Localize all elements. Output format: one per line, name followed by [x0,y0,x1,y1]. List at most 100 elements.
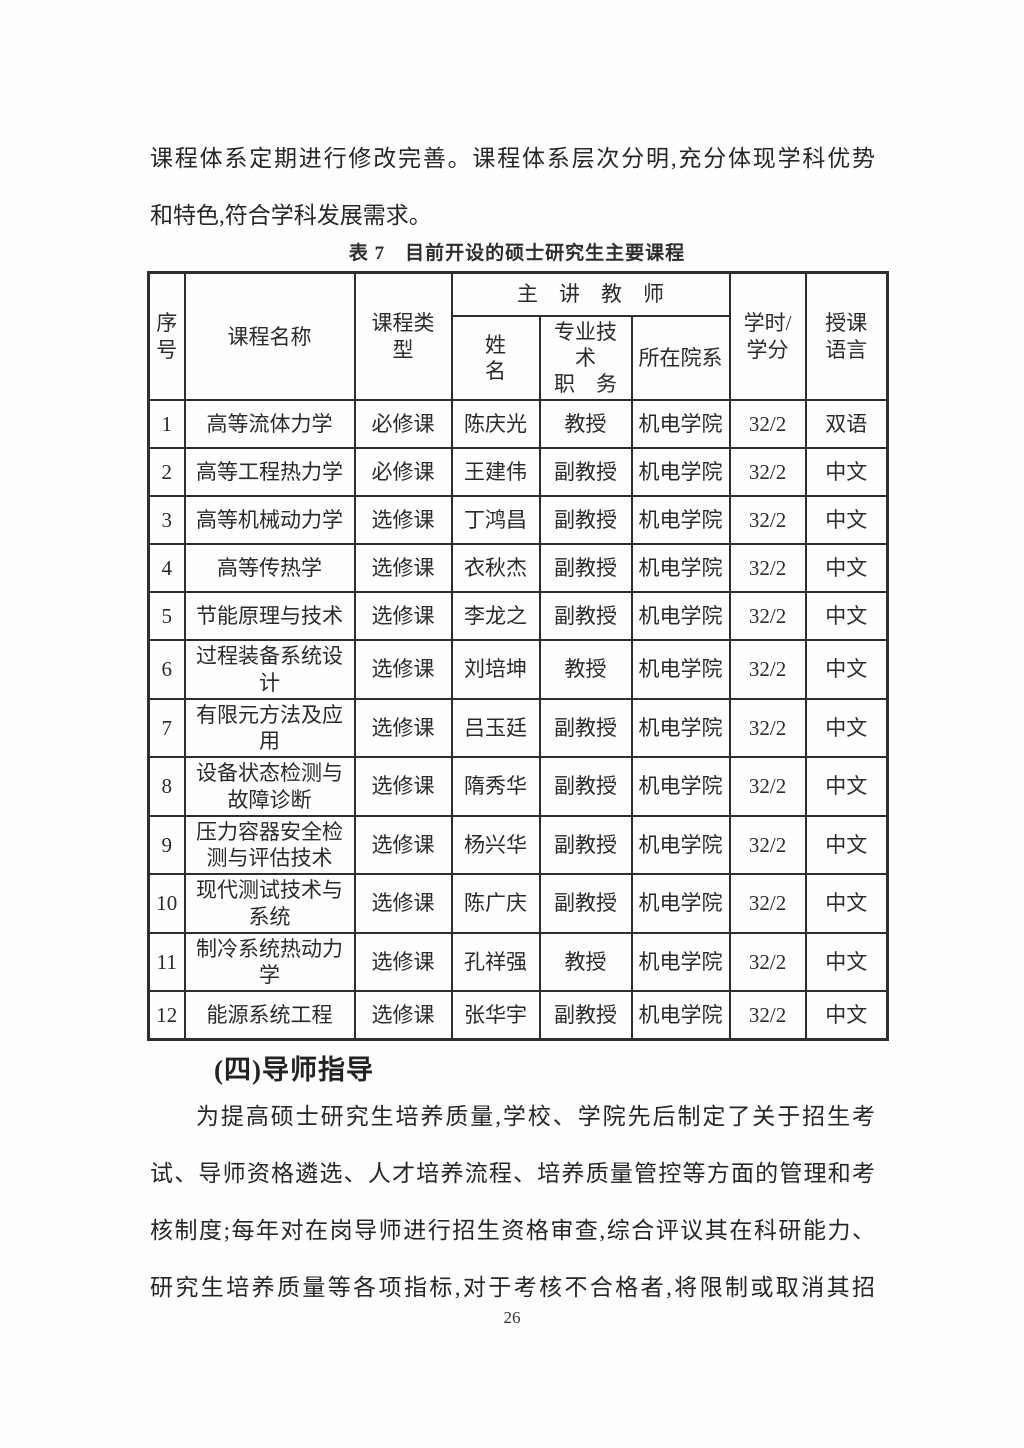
cell-lang: 中文 [804,931,889,993]
course-table: 序号 课程名称 课程类型 主 讲 教 师 学时/ 学分 授课 语言 姓 名 专业… [147,271,890,1041]
cell-dept: 机电学院 [630,447,731,498]
cell-dept: 机电学院 [630,591,731,642]
table-row: 11 制冷系统热动力学 选修课 孔祥强 教授 机电学院 32/2 中文 [147,931,889,993]
cell-dept: 机电学院 [630,814,731,876]
table-row: 12 能源系统工程 选修课 张华宇 副教授 机电学院 32/2 中文 [147,990,889,1041]
cell-dept: 机电学院 [630,399,731,450]
cell-num: 5 [147,591,186,642]
paragraph-line: 课程体系定期进行修改完善。课程体系层次分明,充分体现学科优势 [150,146,875,171]
cell-hours: 32/2 [728,990,807,1041]
cell-title: 副教授 [538,873,633,934]
cell-hours: 32/2 [728,756,807,817]
cell-title: 副教授 [538,990,633,1041]
table-row: 6 过程装备系统设计 选修课 刘培坤 教授 机电学院 32/2 中文 [147,639,889,700]
cell-teacher: 衣秋杰 [450,543,541,594]
cell-num: 6 [147,639,186,700]
cell-type: 选修课 [353,931,453,993]
cell-name: 压力容器安全检测与评估技术 [183,814,356,876]
cell-hours: 32/2 [728,447,807,498]
course-table-body: 1 高等流体力学 必修课 陈庆光 教授 机电学院 32/2 双语 2 高等工程热力学 必修课 王建伟副… [147,399,889,1041]
cell-hours: 32/2 [728,495,807,546]
cell-type: 选修课 [353,873,453,934]
table-caption: 表 7 目前开设的硕士研究生主要课程 [348,243,686,264]
cell-num: 12 [147,990,186,1041]
cell-teacher: 杨兴华 [450,814,541,876]
cell-type: 选修课 [353,495,453,546]
cell-dept: 机电学院 [630,543,731,594]
cell-teacher: 刘培坤 [450,639,541,700]
table-row: 4 高等传热学 选修课 衣秋杰 副教授 机电学院 32/2 中文 [147,543,889,594]
cell-title: 教授 [538,399,633,450]
cell-name: 有限元方法及应用 [183,697,356,759]
header-row-top: 序号 课程名称 课程类型 主 讲 教 师 学时/ 学分 授课 语言 [147,271,889,402]
cell-lang: 中文 [804,447,889,498]
cell-lang: 中文 [804,495,889,546]
table-row: 10 现代测试技术与系统 选修课 陈广庆 副教授 机电学院 32/2 中文 [147,873,889,934]
paragraph-line: 和特色,符合学科发展需求。 [150,203,432,228]
header-hours-credit: 学时/ 学分 [728,271,807,402]
table-row: 1 高等流体力学 必修课 陈庆光 教授 机电学院 32/2 双语 [147,399,889,450]
header-teacher-title: 专业技术 职 务 [538,314,633,402]
cell-name: 现代测试技术与系统 [183,873,356,934]
cell-hours: 32/2 [728,697,807,759]
cell-name: 高等机械动力学 [183,495,356,546]
table-row: 7 有限元方法及应用 选修课 吕玉廷 副教授 机电学院 32/2 中文 [147,697,889,759]
cell-lang: 中文 [804,543,889,594]
header-teacher-group: 主 讲 教 师 [450,271,731,317]
cell-teacher: 孔祥强 [450,931,541,993]
header-teacher-name: 姓 名 [450,314,541,402]
cell-hours: 32/2 [728,873,807,934]
cell-dept: 机电学院 [630,990,731,1041]
header-seq: 序号 [147,271,186,402]
cell-name: 能源系统工程 [183,990,356,1041]
cell-num: 3 [147,495,186,546]
cell-teacher: 陈广庆 [450,873,541,934]
cell-type: 选修课 [353,814,453,876]
cell-lang: 双语 [804,399,889,450]
table-row: 3 高等机械动力学 选修课 丁鸿昌 副教授 机电学院 32/2 中文 [147,495,889,546]
cell-title: 副教授 [538,495,633,546]
cell-lang: 中文 [804,639,889,700]
cell-teacher: 隋秀华 [450,756,541,817]
cell-type: 选修课 [353,697,453,759]
cell-num: 10 [147,873,186,934]
cell-teacher: 陈庆光 [450,399,541,450]
paragraph-line: 研究生培养质量等各项指标,对于考核不合格者,将限制或取消其招 [150,1275,875,1300]
paragraph-line: 试、导师资格遴选、人才培养流程、培养质量管控等方面的管理和考 [150,1161,875,1186]
cell-name: 过程装备系统设计 [183,639,356,700]
cell-num: 7 [147,697,186,759]
cell-lang: 中文 [804,591,889,642]
cell-teacher: 张华宇 [450,990,541,1041]
cell-hours: 32/2 [728,931,807,993]
cell-num: 9 [147,814,186,876]
cell-dept: 机电学院 [630,931,731,993]
paragraph-line: 为提高硕士研究生培养质量,学校、学院先后制定了关于招生考 [196,1104,875,1129]
cell-dept: 机电学院 [630,495,731,546]
header-course-type: 课程类型 [353,271,453,402]
cell-teacher: 李龙之 [450,591,541,642]
cell-name: 设备状态检测与故障诊断 [183,756,356,817]
cell-dept: 机电学院 [630,697,731,759]
page-number: 26 [503,1308,521,1327]
cell-name: 高等流体力学 [183,399,356,450]
cell-type: 选修课 [353,756,453,817]
cell-title: 副教授 [538,591,633,642]
body-paragraph: 为提高硕士研究生培养质量,学校、学院先后制定了关于招生考 试、导师资格遴选、人才… [150,1088,875,1316]
header-teacher-dept: 所在院系 [630,314,731,402]
cell-hours: 32/2 [728,591,807,642]
cell-title: 副教授 [538,756,633,817]
paragraph-line: 核制度;每年对在岗导师进行招生资格审查,综合评议其在科研能力、 [150,1218,875,1243]
cell-hours: 32/2 [728,543,807,594]
cell-type: 必修课 [353,447,453,498]
table-row: 8 设备状态检测与故障诊断 选修课 隋秀华 副教授 机电学院 32/2 中文 [147,756,889,817]
cell-lang: 中文 [804,697,889,759]
cell-title: 教授 [538,931,633,993]
cell-name: 节能原理与技术 [183,591,356,642]
cell-num: 4 [147,543,186,594]
cell-lang: 中文 [804,873,889,934]
cell-title: 副教授 [538,543,633,594]
cell-dept: 机电学院 [630,639,731,700]
table-row: 2 高等工程热力学 必修课 王建伟 副教授 机电学院 32/2 中文 [147,447,889,498]
cell-lang: 中文 [804,814,889,876]
